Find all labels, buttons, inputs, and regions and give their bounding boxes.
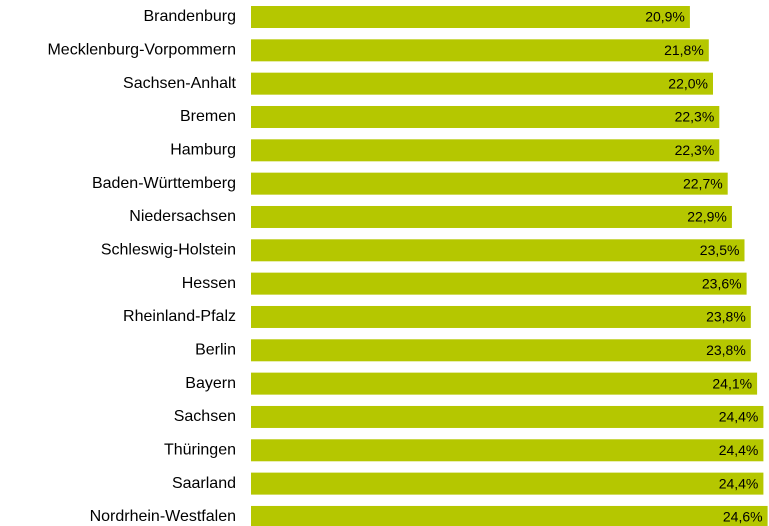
category-label: Rheinland-Pfalz	[123, 308, 236, 325]
value-label: 22,3%	[675, 142, 715, 158]
category-label: Sachsen-Anhalt	[123, 75, 237, 92]
category-label: Saarland	[172, 475, 236, 492]
category-label: Baden-Württemberg	[92, 175, 236, 192]
value-label: 23,8%	[706, 342, 746, 358]
category-label: Nordrhein-Westfalen	[90, 508, 236, 525]
bar	[251, 139, 720, 162]
bar	[251, 472, 764, 495]
value-label: 22,7%	[683, 175, 723, 191]
bar	[251, 6, 690, 28]
bar	[251, 172, 728, 195]
bar	[251, 272, 747, 295]
category-label: Niedersachsen	[129, 208, 236, 225]
bar	[251, 439, 764, 462]
bar	[251, 372, 758, 395]
bar	[251, 205, 732, 228]
bar	[251, 105, 720, 128]
value-label: 24,1%	[712, 375, 752, 391]
value-label: 23,6%	[702, 275, 742, 291]
value-label: 22,3%	[675, 109, 715, 125]
value-label: 20,9%	[645, 9, 685, 25]
value-label: 22,0%	[668, 75, 708, 91]
category-label: Brandenburg	[143, 8, 236, 25]
value-label: 24,4%	[719, 442, 759, 458]
value-label: 23,5%	[700, 242, 740, 258]
category-label: Hamburg	[170, 142, 236, 159]
category-label: Mecklenburg-Vorpommern	[47, 42, 236, 59]
value-label: 21,8%	[664, 42, 704, 58]
bar	[251, 339, 751, 362]
category-label: Hessen	[182, 275, 236, 292]
category-label: Berlin	[195, 342, 236, 359]
bar	[251, 405, 764, 428]
category-label: Schleswig-Holstein	[101, 242, 236, 259]
value-label: 24,4%	[719, 475, 759, 491]
bar	[251, 239, 745, 262]
bar	[251, 72, 713, 95]
value-label: 22,9%	[687, 209, 727, 225]
category-label: Sachsen	[174, 408, 236, 425]
value-label: 23,8%	[706, 309, 746, 325]
value-label: 24,6%	[723, 509, 763, 525]
bar	[251, 39, 709, 62]
category-label: Bayern	[185, 375, 236, 392]
bar	[251, 305, 751, 328]
category-label: Thüringen	[164, 442, 236, 459]
value-label: 24,4%	[719, 409, 759, 425]
bar	[251, 505, 768, 526]
category-label: Bremen	[180, 108, 236, 125]
